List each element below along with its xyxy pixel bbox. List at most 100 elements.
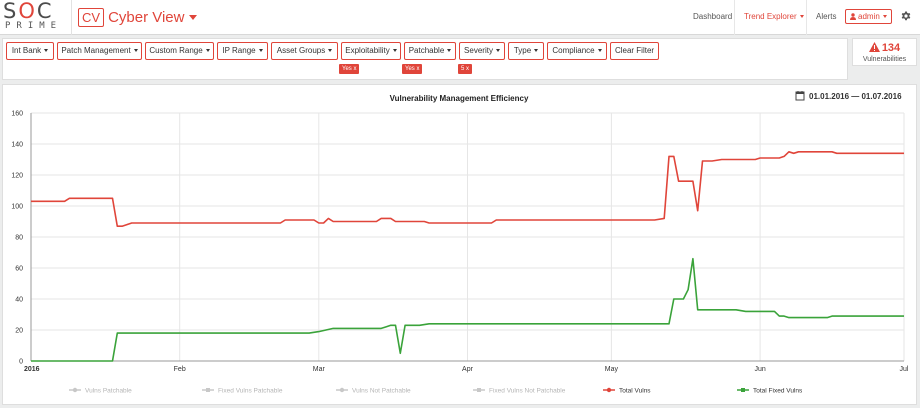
filter-bar: Int Bank Patch Management Custom Range I… xyxy=(2,38,848,80)
y-tick-label: 0 xyxy=(19,359,23,366)
filter-label: Compliance xyxy=(552,46,595,55)
x-tick-label: Mar xyxy=(313,366,326,373)
vulnerabilities-counter[interactable]: 134 Vulnerabilities xyxy=(852,38,917,66)
legend-item[interactable]: Fixed Vulns Patchable xyxy=(202,388,283,395)
gear-icon[interactable] xyxy=(900,10,912,22)
caret-down-icon xyxy=(597,49,602,53)
caret-down-icon xyxy=(882,15,887,19)
filter-label: Asset Groups xyxy=(276,46,326,55)
nav-alerts[interactable]: Alerts xyxy=(816,12,837,21)
y-tick-label: 100 xyxy=(11,204,23,211)
active-filter-chip[interactable]: 5 x xyxy=(458,64,473,74)
y-tick-label: 80 xyxy=(15,235,23,242)
nav-trend-explorer[interactable]: Trend Explorer xyxy=(744,12,804,21)
filter-patchable[interactable]: Patchable xyxy=(404,42,456,60)
filter-label: Custom Range xyxy=(149,46,203,55)
warning-icon xyxy=(868,42,880,52)
user-name: admin xyxy=(858,12,880,21)
legend-item[interactable]: Vulns Patchable xyxy=(69,388,132,395)
legend-marker xyxy=(339,387,345,393)
divider xyxy=(734,0,735,35)
legend-label: Vulns Patchable xyxy=(85,388,132,395)
caret-down-icon xyxy=(392,49,397,53)
active-filter-chip[interactable]: Yes x xyxy=(339,64,360,74)
logo-subtitle: PRIME xyxy=(5,21,63,31)
x-tick-label: Jul xyxy=(900,366,909,373)
vulnerabilities-label: Vulnerabilities xyxy=(862,56,907,63)
caret-down-icon xyxy=(534,49,539,53)
divider xyxy=(806,0,807,35)
caret-down-icon xyxy=(205,49,210,53)
legend-marker xyxy=(477,388,481,392)
chevron-down-icon xyxy=(189,14,198,20)
x-tick-label: Jun xyxy=(754,366,765,373)
caret-down-icon xyxy=(447,49,452,53)
filter-asset-groups[interactable]: Asset Groups xyxy=(271,42,338,60)
y-tick-label: 160 xyxy=(11,111,23,118)
top-navbar: SOC PRIME CV Cyber View Dashboard Trend … xyxy=(0,0,920,35)
chart-panel: Vulnerability Management Efficiency 01.01… xyxy=(2,84,917,405)
legend-marker xyxy=(72,387,78,393)
legend-label: Total Vulns xyxy=(619,388,651,395)
series-line-total-vulns xyxy=(31,151,904,227)
x-tick-label: May xyxy=(605,366,619,373)
y-tick-label: 60 xyxy=(15,266,23,273)
divider xyxy=(71,0,72,35)
legend-item[interactable]: Total Fixed Vulns xyxy=(737,388,803,395)
caret-down-icon xyxy=(44,49,49,53)
filter-ip-range[interactable]: IP Range xyxy=(217,42,268,60)
filter-compliance[interactable]: Compliance xyxy=(547,42,607,60)
legend-item[interactable]: Vulns Not Patchable xyxy=(336,388,411,395)
legend-marker xyxy=(741,388,745,392)
nav-trend-explorer-label: Trend Explorer xyxy=(744,12,797,21)
logo-wordmark: SOC xyxy=(3,0,54,23)
nav-dashboard[interactable]: Dashboard xyxy=(693,12,733,21)
chart-title: Vulnerability Management Efficiency xyxy=(390,94,529,103)
legend-item[interactable]: Total Vulns xyxy=(603,388,651,395)
legend-marker xyxy=(206,388,210,392)
x-tick-label: Apr xyxy=(462,366,474,373)
y-tick-label: 40 xyxy=(15,297,23,304)
calendar-icon xyxy=(795,91,805,101)
user-icon xyxy=(850,13,856,20)
caret-down-icon xyxy=(495,49,500,53)
legend-item[interactable]: Fixed Vulns Not Patchable xyxy=(473,388,566,395)
filter-severity[interactable]: Severity xyxy=(459,42,505,60)
clear-filter-button[interactable]: Clear Filter xyxy=(610,42,659,60)
filter-label: IP Range xyxy=(222,46,256,55)
vulnerabilities-count: 134 xyxy=(853,42,916,54)
filter-label: Patchable xyxy=(408,46,445,55)
caret-down-icon xyxy=(328,49,333,53)
y-tick-label: 120 xyxy=(11,173,23,180)
filter-int-bank[interactable]: Int Bank xyxy=(6,42,54,60)
caret-down-icon xyxy=(799,15,804,19)
caret-down-icon xyxy=(258,49,263,53)
active-filter-chip[interactable]: Yes x xyxy=(402,64,423,74)
calendar-icon-ring xyxy=(801,91,803,93)
app-name: Cyber View xyxy=(108,8,185,26)
legend-marker xyxy=(606,387,612,393)
calendar-icon-header xyxy=(796,92,804,94)
filter-type[interactable]: Type xyxy=(508,42,544,60)
legend-label: Vulns Not Patchable xyxy=(352,388,411,395)
calendar-icon-ring xyxy=(797,91,799,93)
filter-custom-range[interactable]: Custom Range xyxy=(145,42,214,60)
filter-label: Int Bank xyxy=(11,46,42,55)
user-menu-button[interactable]: admin xyxy=(845,9,892,24)
filter-label: Exploitability xyxy=(345,46,390,55)
legend-label: Total Fixed Vulns xyxy=(753,388,803,395)
app-switcher[interactable]: CV Cyber View xyxy=(78,7,198,27)
filter-patch-management[interactable]: Patch Management xyxy=(57,42,142,60)
x-tick-label: 2016 xyxy=(24,366,40,373)
trend-chart: Vulnerability Management Efficiency 01.01… xyxy=(11,91,909,395)
app-badge: CV xyxy=(78,7,105,27)
filter-label: Severity xyxy=(464,46,493,55)
caret-down-icon xyxy=(133,49,138,53)
x-tick-label: Feb xyxy=(174,366,186,373)
filter-exploitability[interactable]: Exploitability xyxy=(341,42,401,60)
socprime-logo[interactable]: SOC PRIME xyxy=(3,0,67,33)
y-tick-label: 20 xyxy=(15,328,23,335)
date-range-picker[interactable]: 01.01.2016 — 01.07.2016 xyxy=(809,92,902,101)
legend-label: Fixed Vulns Patchable xyxy=(218,388,283,395)
y-tick-label: 140 xyxy=(11,142,23,149)
